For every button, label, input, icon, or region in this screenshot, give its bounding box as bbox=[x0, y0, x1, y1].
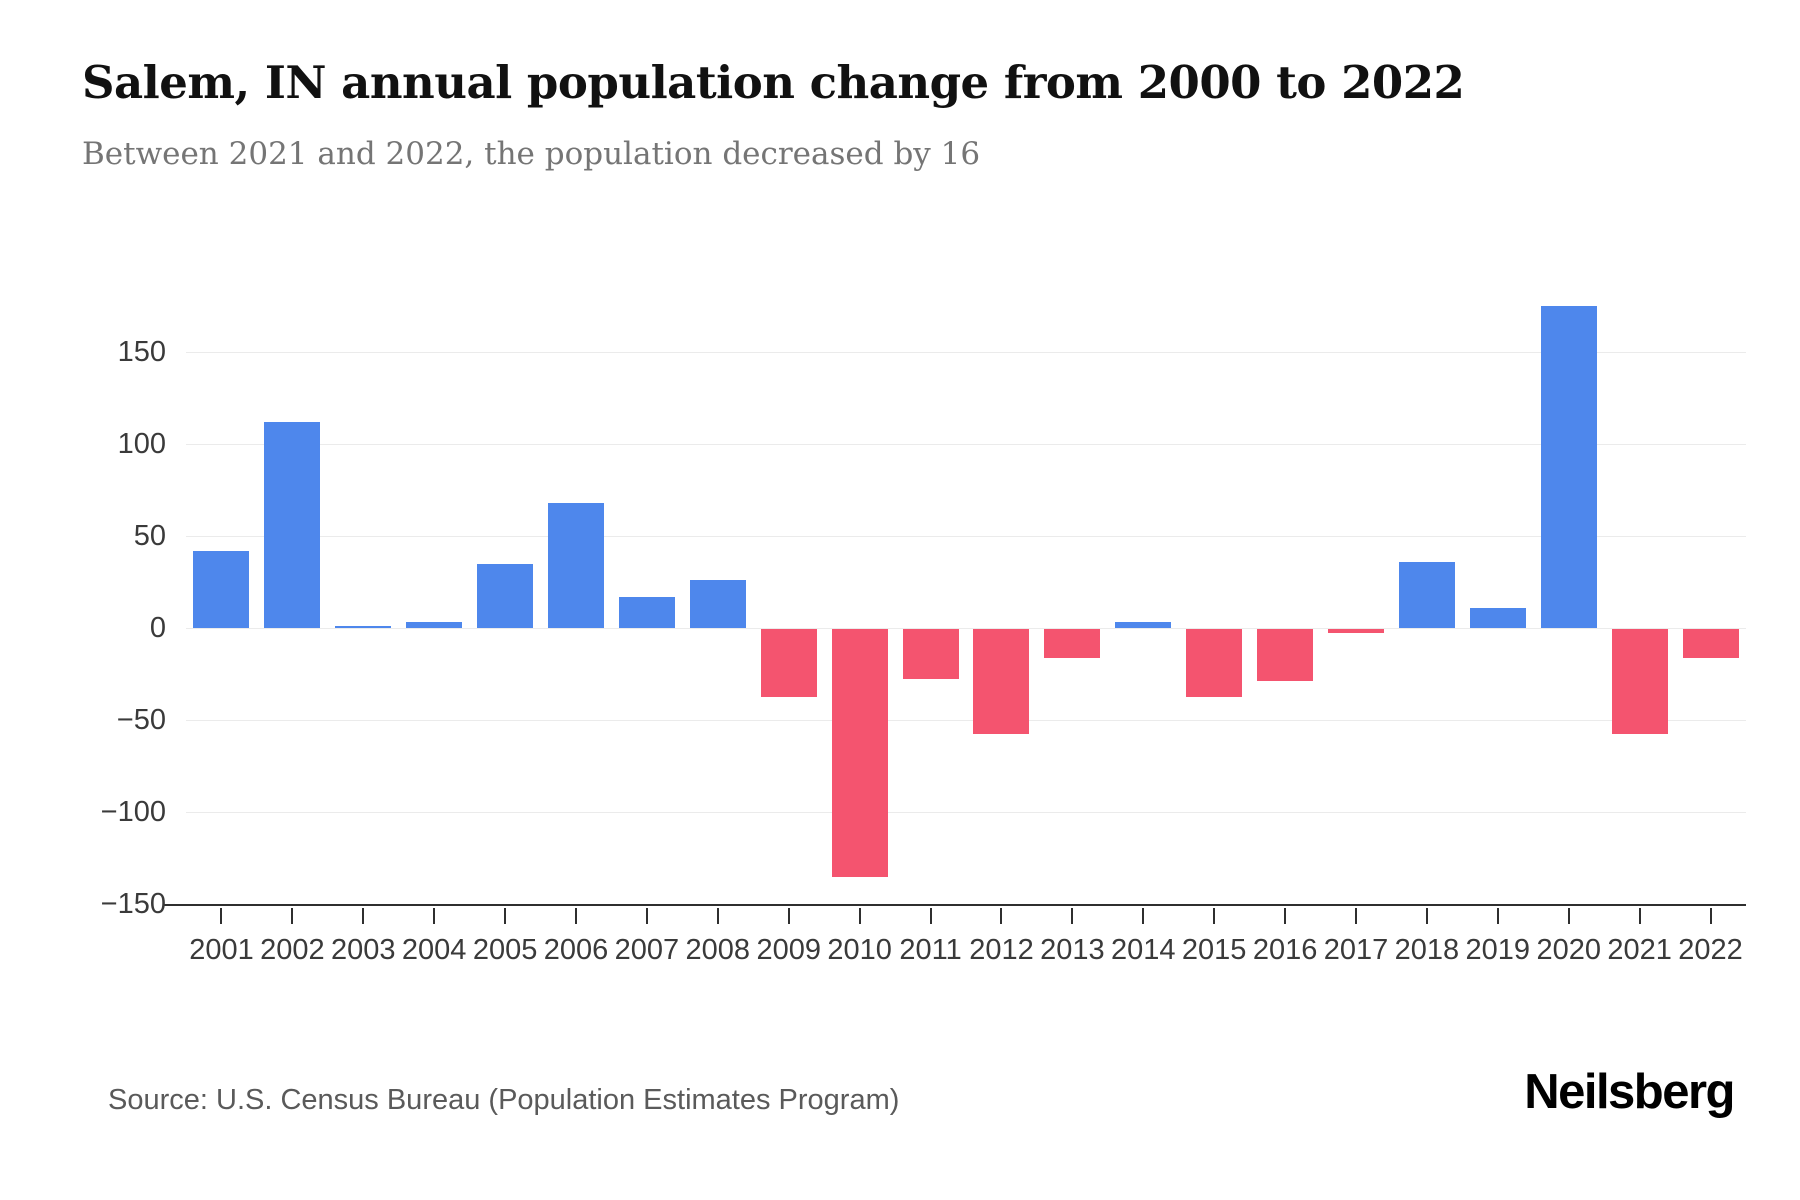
x-axis-label: 2012 bbox=[969, 934, 1034, 966]
bar-2003[interactable] bbox=[335, 626, 392, 628]
bar-2022[interactable] bbox=[1682, 629, 1739, 659]
grid-line bbox=[186, 536, 1746, 537]
x-axis-tick bbox=[291, 908, 294, 924]
plot-area: 150 100 50 0 −50 −100 −150 2001 2002 2003 2004 2005… bbox=[101, 270, 1746, 966]
grid-line bbox=[186, 812, 1746, 813]
bar-2011[interactable] bbox=[902, 629, 959, 679]
x-axis-label: 2002 bbox=[260, 934, 325, 966]
x-axis-label: 2016 bbox=[1252, 934, 1318, 966]
x-axis-line bbox=[164, 904, 1746, 906]
bar-2004[interactable] bbox=[406, 622, 463, 628]
bar-2016[interactable] bbox=[1257, 629, 1314, 681]
grid-line bbox=[186, 352, 1746, 353]
bar-2006[interactable] bbox=[548, 502, 604, 628]
bar-2012[interactable] bbox=[973, 629, 1030, 734]
x-axis-tick bbox=[1000, 908, 1003, 924]
bar-2019[interactable] bbox=[1469, 607, 1526, 628]
x-axis-label: 2014 bbox=[1111, 934, 1176, 966]
x-axis-label: 2011 bbox=[899, 934, 962, 966]
x-axis-tick bbox=[504, 908, 507, 924]
x-axis-label: 2005 bbox=[472, 934, 538, 966]
x-axis-tick bbox=[575, 908, 577, 924]
y-axis-label: 50 bbox=[133, 520, 166, 552]
x-axis-tick bbox=[1284, 908, 1287, 924]
x-axis-label: 2022 bbox=[1678, 934, 1743, 966]
x-axis-tick bbox=[787, 908, 790, 924]
bar-2001[interactable] bbox=[193, 550, 250, 628]
x-axis-tick bbox=[1709, 908, 1712, 924]
grid-line bbox=[186, 628, 1746, 629]
x-axis-label: 2009 bbox=[756, 934, 821, 966]
y-axis-label: −50 bbox=[116, 704, 166, 736]
bar-2015[interactable] bbox=[1186, 629, 1243, 698]
x-axis-tick bbox=[1425, 908, 1428, 924]
bar-2018[interactable] bbox=[1398, 561, 1455, 628]
x-axis-tick bbox=[858, 908, 861, 924]
bar-2005[interactable] bbox=[477, 563, 534, 628]
bar-2013[interactable] bbox=[1044, 629, 1101, 659]
x-axis-tick bbox=[645, 908, 648, 924]
y-axis-label: −150 bbox=[100, 888, 166, 920]
chart-subtitle: Between 2021 and 2022, the population de… bbox=[82, 136, 981, 172]
bar-2008[interactable] bbox=[689, 580, 746, 628]
grid-line bbox=[186, 444, 1746, 445]
x-axis-tick bbox=[929, 908, 932, 924]
x-axis-label: 2013 bbox=[1040, 934, 1105, 966]
y-axis-label: 150 bbox=[117, 336, 166, 368]
bar-2010[interactable] bbox=[831, 629, 888, 878]
source-credit: Source: U.S. Census Bureau (Population E… bbox=[108, 1084, 900, 1116]
x-axis-label: 2006 bbox=[543, 934, 609, 966]
x-axis-tick bbox=[716, 908, 719, 924]
x-axis-tick bbox=[1071, 908, 1074, 924]
neilsberg-logo: Neilsberg bbox=[1524, 1065, 1735, 1119]
x-axis-tick bbox=[362, 908, 365, 924]
x-axis-label: 2020 bbox=[1536, 934, 1601, 966]
y-axis-label: −100 bbox=[100, 796, 166, 828]
x-axis-tick bbox=[220, 908, 223, 924]
x-axis-label: 2008 bbox=[685, 934, 751, 966]
chart-title: Salem, IN annual population change from … bbox=[82, 56, 1465, 109]
x-axis-tick bbox=[433, 908, 436, 924]
x-axis-tick bbox=[1638, 908, 1641, 924]
bar-2014[interactable] bbox=[1115, 622, 1172, 628]
x-axis-tick bbox=[1567, 908, 1570, 924]
x-axis-label: 2010 bbox=[827, 934, 892, 966]
x-axis-tick bbox=[1142, 908, 1145, 924]
x-axis-label: 2021 bbox=[1607, 934, 1672, 966]
grid-line bbox=[186, 720, 1746, 721]
x-axis-label: 2003 bbox=[331, 934, 396, 966]
bar-2007[interactable] bbox=[618, 596, 675, 628]
x-axis-tick bbox=[1213, 908, 1216, 924]
y-axis-label: 0 bbox=[149, 612, 166, 644]
bar-2002[interactable] bbox=[264, 421, 321, 628]
x-axis-label: 2004 bbox=[401, 934, 467, 966]
y-axis-label: 100 bbox=[117, 428, 166, 460]
x-axis-tick bbox=[1496, 908, 1499, 924]
bar-2017[interactable] bbox=[1328, 629, 1384, 633]
x-axis-tick bbox=[1355, 908, 1357, 924]
x-axis-label: 2015 bbox=[1181, 934, 1247, 966]
bar-2009[interactable] bbox=[760, 629, 817, 698]
x-axis-label: 2007 bbox=[614, 934, 680, 966]
x-axis-label: 2001 bbox=[189, 934, 254, 966]
x-axis-label: 2017 bbox=[1323, 934, 1389, 966]
x-axis-label: 2018 bbox=[1394, 934, 1460, 966]
x-axis-label: 2019 bbox=[1465, 934, 1531, 966]
bar-2020[interactable] bbox=[1540, 306, 1597, 628]
bar-2021[interactable] bbox=[1611, 629, 1668, 734]
